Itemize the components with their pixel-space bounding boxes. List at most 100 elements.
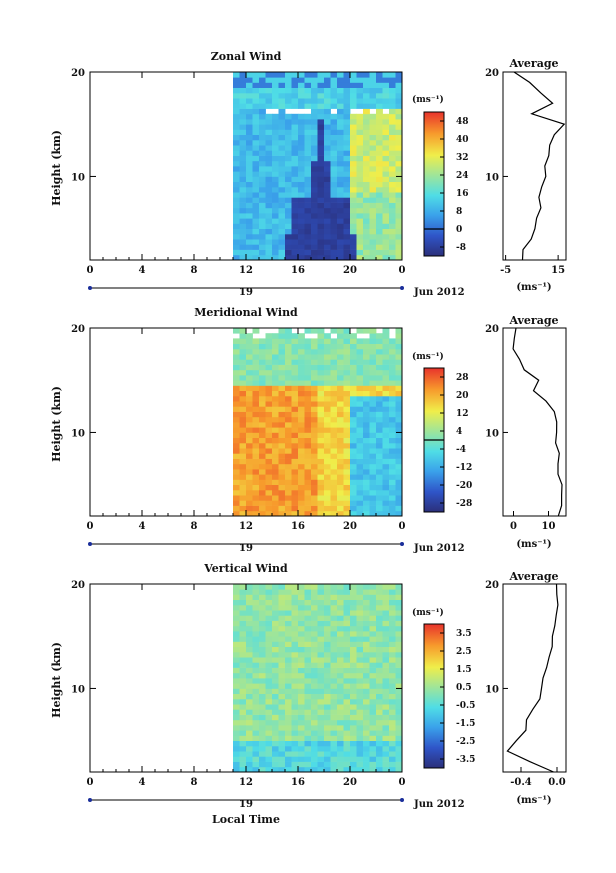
heatmap-cell bbox=[317, 725, 325, 731]
heatmap-cell bbox=[389, 714, 396, 721]
heatmap-cell bbox=[278, 474, 286, 480]
heatmap-cell bbox=[239, 463, 247, 470]
heatmap-cell bbox=[382, 119, 390, 125]
heatmap-cell bbox=[239, 636, 247, 642]
heatmap-cell bbox=[350, 98, 357, 104]
heatmap-cell bbox=[304, 207, 312, 214]
heatmap-cell bbox=[382, 98, 390, 104]
heatmap-cell bbox=[246, 631, 253, 637]
heatmap-cell bbox=[324, 364, 331, 371]
heatmap-cell bbox=[298, 495, 305, 501]
heatmap-cell bbox=[363, 615, 370, 621]
heatmap-cell bbox=[278, 411, 286, 418]
heatmap-cell bbox=[343, 698, 351, 705]
heatmap-cell bbox=[382, 615, 390, 621]
heatmap-cell bbox=[311, 87, 318, 94]
heatmap-cell bbox=[350, 77, 357, 83]
heatmap-cell bbox=[265, 369, 273, 376]
heatmap-cell bbox=[272, 667, 279, 674]
heatmap-cell bbox=[285, 719, 292, 726]
heatmap-cell bbox=[330, 631, 338, 637]
heatmap-cell bbox=[395, 192, 403, 198]
heatmap-cell bbox=[395, 338, 403, 344]
heatmap-cell bbox=[376, 166, 383, 172]
heatmap-cell bbox=[369, 422, 377, 428]
heatmap-cell bbox=[265, 589, 273, 595]
heatmap-cell bbox=[369, 719, 377, 726]
heatmap-cell bbox=[389, 657, 396, 663]
heatmap-cell bbox=[265, 625, 273, 632]
heatmap-cell bbox=[369, 667, 377, 674]
heatmap-cell bbox=[252, 348, 260, 355]
heatmap-cell bbox=[389, 186, 396, 193]
heatmap-cell bbox=[259, 171, 266, 177]
heatmap-cell bbox=[278, 495, 286, 501]
heatmap-cell bbox=[272, 390, 279, 397]
heatmap-cell bbox=[291, 338, 299, 344]
heatmap-cell bbox=[337, 584, 344, 590]
heatmap-cell bbox=[298, 761, 305, 768]
heatmap-cell bbox=[265, 139, 273, 146]
heatmap-cell bbox=[291, 453, 299, 459]
heatmap-cell bbox=[369, 625, 377, 632]
heatmap-cell bbox=[337, 139, 344, 146]
heatmap-cell bbox=[298, 489, 305, 496]
heatmap-cell bbox=[376, 375, 383, 381]
heatmap-cell bbox=[298, 745, 305, 752]
heatmap-cell bbox=[324, 124, 331, 130]
heatmap-cell bbox=[317, 625, 325, 632]
x-tick-label: 4 bbox=[139, 265, 146, 276]
heatmap-cell bbox=[376, 228, 383, 235]
heatmap-cell bbox=[291, 631, 299, 637]
heatmap-cell bbox=[311, 604, 318, 611]
heatmap-cell bbox=[324, 698, 331, 705]
heatmap-cell bbox=[291, 390, 299, 397]
heatmap-cell bbox=[272, 166, 279, 172]
heatmap-cell bbox=[272, 631, 279, 637]
heatmap-cell bbox=[246, 641, 253, 647]
heatmap-cell bbox=[252, 150, 260, 156]
heatmap-cell bbox=[272, 625, 279, 632]
heatmap-cell bbox=[278, 735, 286, 741]
heatmap-cell bbox=[278, 364, 286, 371]
heatmap-cell bbox=[330, 239, 338, 245]
average-x-tick-label: 0 bbox=[510, 521, 517, 532]
heatmap-cell bbox=[239, 651, 247, 658]
heatmap-cell bbox=[246, 662, 253, 668]
heatmap-cell bbox=[278, 380, 286, 386]
heatmap-cell bbox=[343, 249, 351, 256]
heatmap-cell bbox=[324, 594, 331, 600]
heatmap-cell bbox=[382, 458, 390, 465]
heatmap-cell bbox=[311, 479, 318, 485]
heatmap-cell bbox=[350, 186, 357, 193]
heatmap-cell bbox=[369, 343, 377, 350]
heatmap-cell bbox=[233, 181, 240, 188]
heatmap-cell bbox=[330, 442, 338, 449]
heatmap-cell bbox=[395, 745, 403, 752]
heatmap-cell bbox=[298, 98, 305, 104]
heatmap-cell bbox=[285, 604, 292, 611]
heatmap-cell bbox=[343, 594, 351, 600]
heatmap-cell bbox=[252, 375, 260, 381]
heatmap-cell bbox=[291, 160, 299, 167]
average-xlabel: (ms⁻¹) bbox=[516, 795, 551, 806]
heatmap-cell bbox=[304, 218, 312, 224]
heatmap-cell bbox=[285, 474, 292, 480]
heatmap-cell bbox=[337, 207, 344, 214]
heatmap-cell bbox=[330, 98, 338, 104]
heatmap-cell bbox=[324, 416, 331, 423]
heatmap-cell bbox=[278, 139, 286, 146]
heatmap-cell bbox=[304, 228, 312, 235]
heatmap-cell bbox=[246, 192, 253, 198]
heatmap-cell bbox=[239, 427, 247, 433]
heatmap-cell bbox=[272, 333, 279, 339]
heatmap-cell bbox=[317, 745, 325, 752]
heatmap-cell bbox=[233, 77, 240, 83]
heatmap-cell bbox=[369, 709, 377, 715]
heatmap-cell bbox=[395, 124, 403, 130]
heatmap-cell bbox=[252, 98, 260, 104]
heatmap-cell bbox=[246, 333, 253, 339]
heatmap-cell bbox=[285, 740, 292, 747]
heatmap-cell bbox=[363, 594, 370, 600]
heatmap-cell bbox=[291, 484, 299, 491]
